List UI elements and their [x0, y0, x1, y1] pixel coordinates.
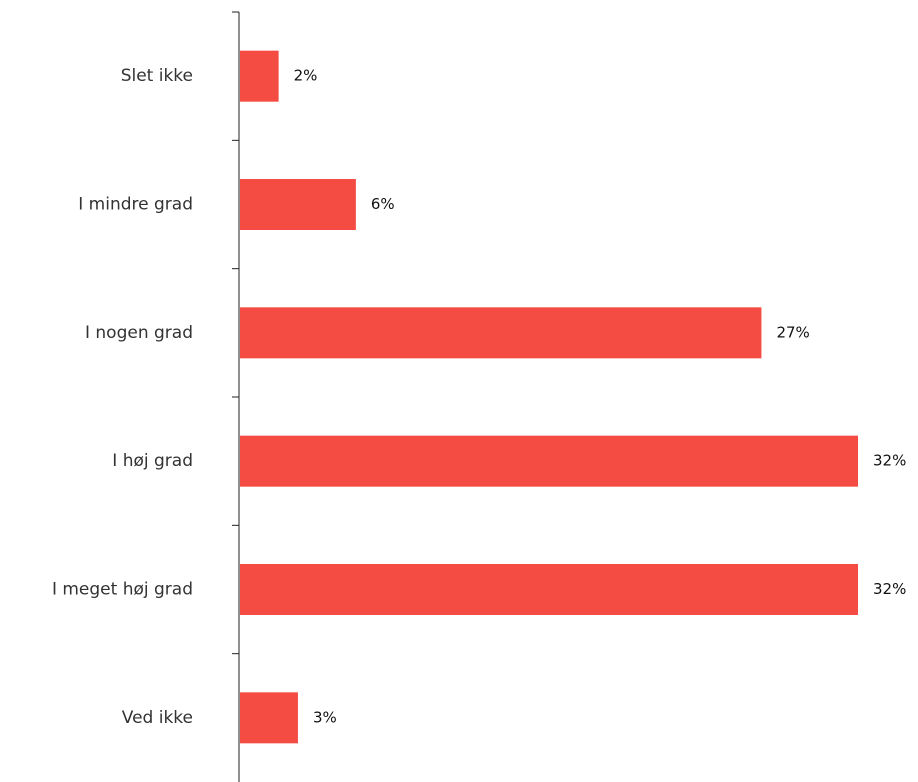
bar-ved-ikke: [240, 692, 298, 744]
bar-i-meget-hoj-grad: [240, 564, 858, 615]
value-label-i-hoj-grad: 32%: [873, 452, 906, 470]
value-label-slet-ikke: 2%: [294, 67, 318, 85]
category-labels: Slet ikke I mindre grad I nogen grad I høj …: [52, 66, 193, 728]
bars-layer: [240, 50, 858, 744]
value-label-i-mindre-grad: 6%: [371, 195, 395, 213]
category-label-ved-ikke: Ved ikke: [122, 708, 193, 728]
category-axis: [232, 11, 240, 782]
category-label-i-meget-hoj-grad: I meget høj grad: [52, 580, 193, 600]
value-label-ved-ikke: 3%: [313, 708, 337, 726]
category-label-i-hoj-grad: I høj grad: [112, 451, 193, 471]
bar-i-mindre-grad: [240, 179, 356, 230]
value-label-i-meget-hoj-grad: 32%: [873, 580, 906, 598]
bar-slet-ikke: [240, 50, 279, 102]
category-label-slet-ikke: Slet ikke: [121, 66, 193, 86]
category-label-i-mindre-grad: I mindre grad: [78, 195, 193, 215]
bar-i-hoj-grad: [240, 435, 858, 487]
category-label-i-nogen-grad: I nogen grad: [85, 323, 193, 343]
bar-i-nogen-grad: [240, 307, 762, 359]
value-label-i-nogen-grad: 27%: [776, 323, 809, 341]
value-labels: 2% 6% 27% 32% 32% 3%: [294, 67, 907, 727]
